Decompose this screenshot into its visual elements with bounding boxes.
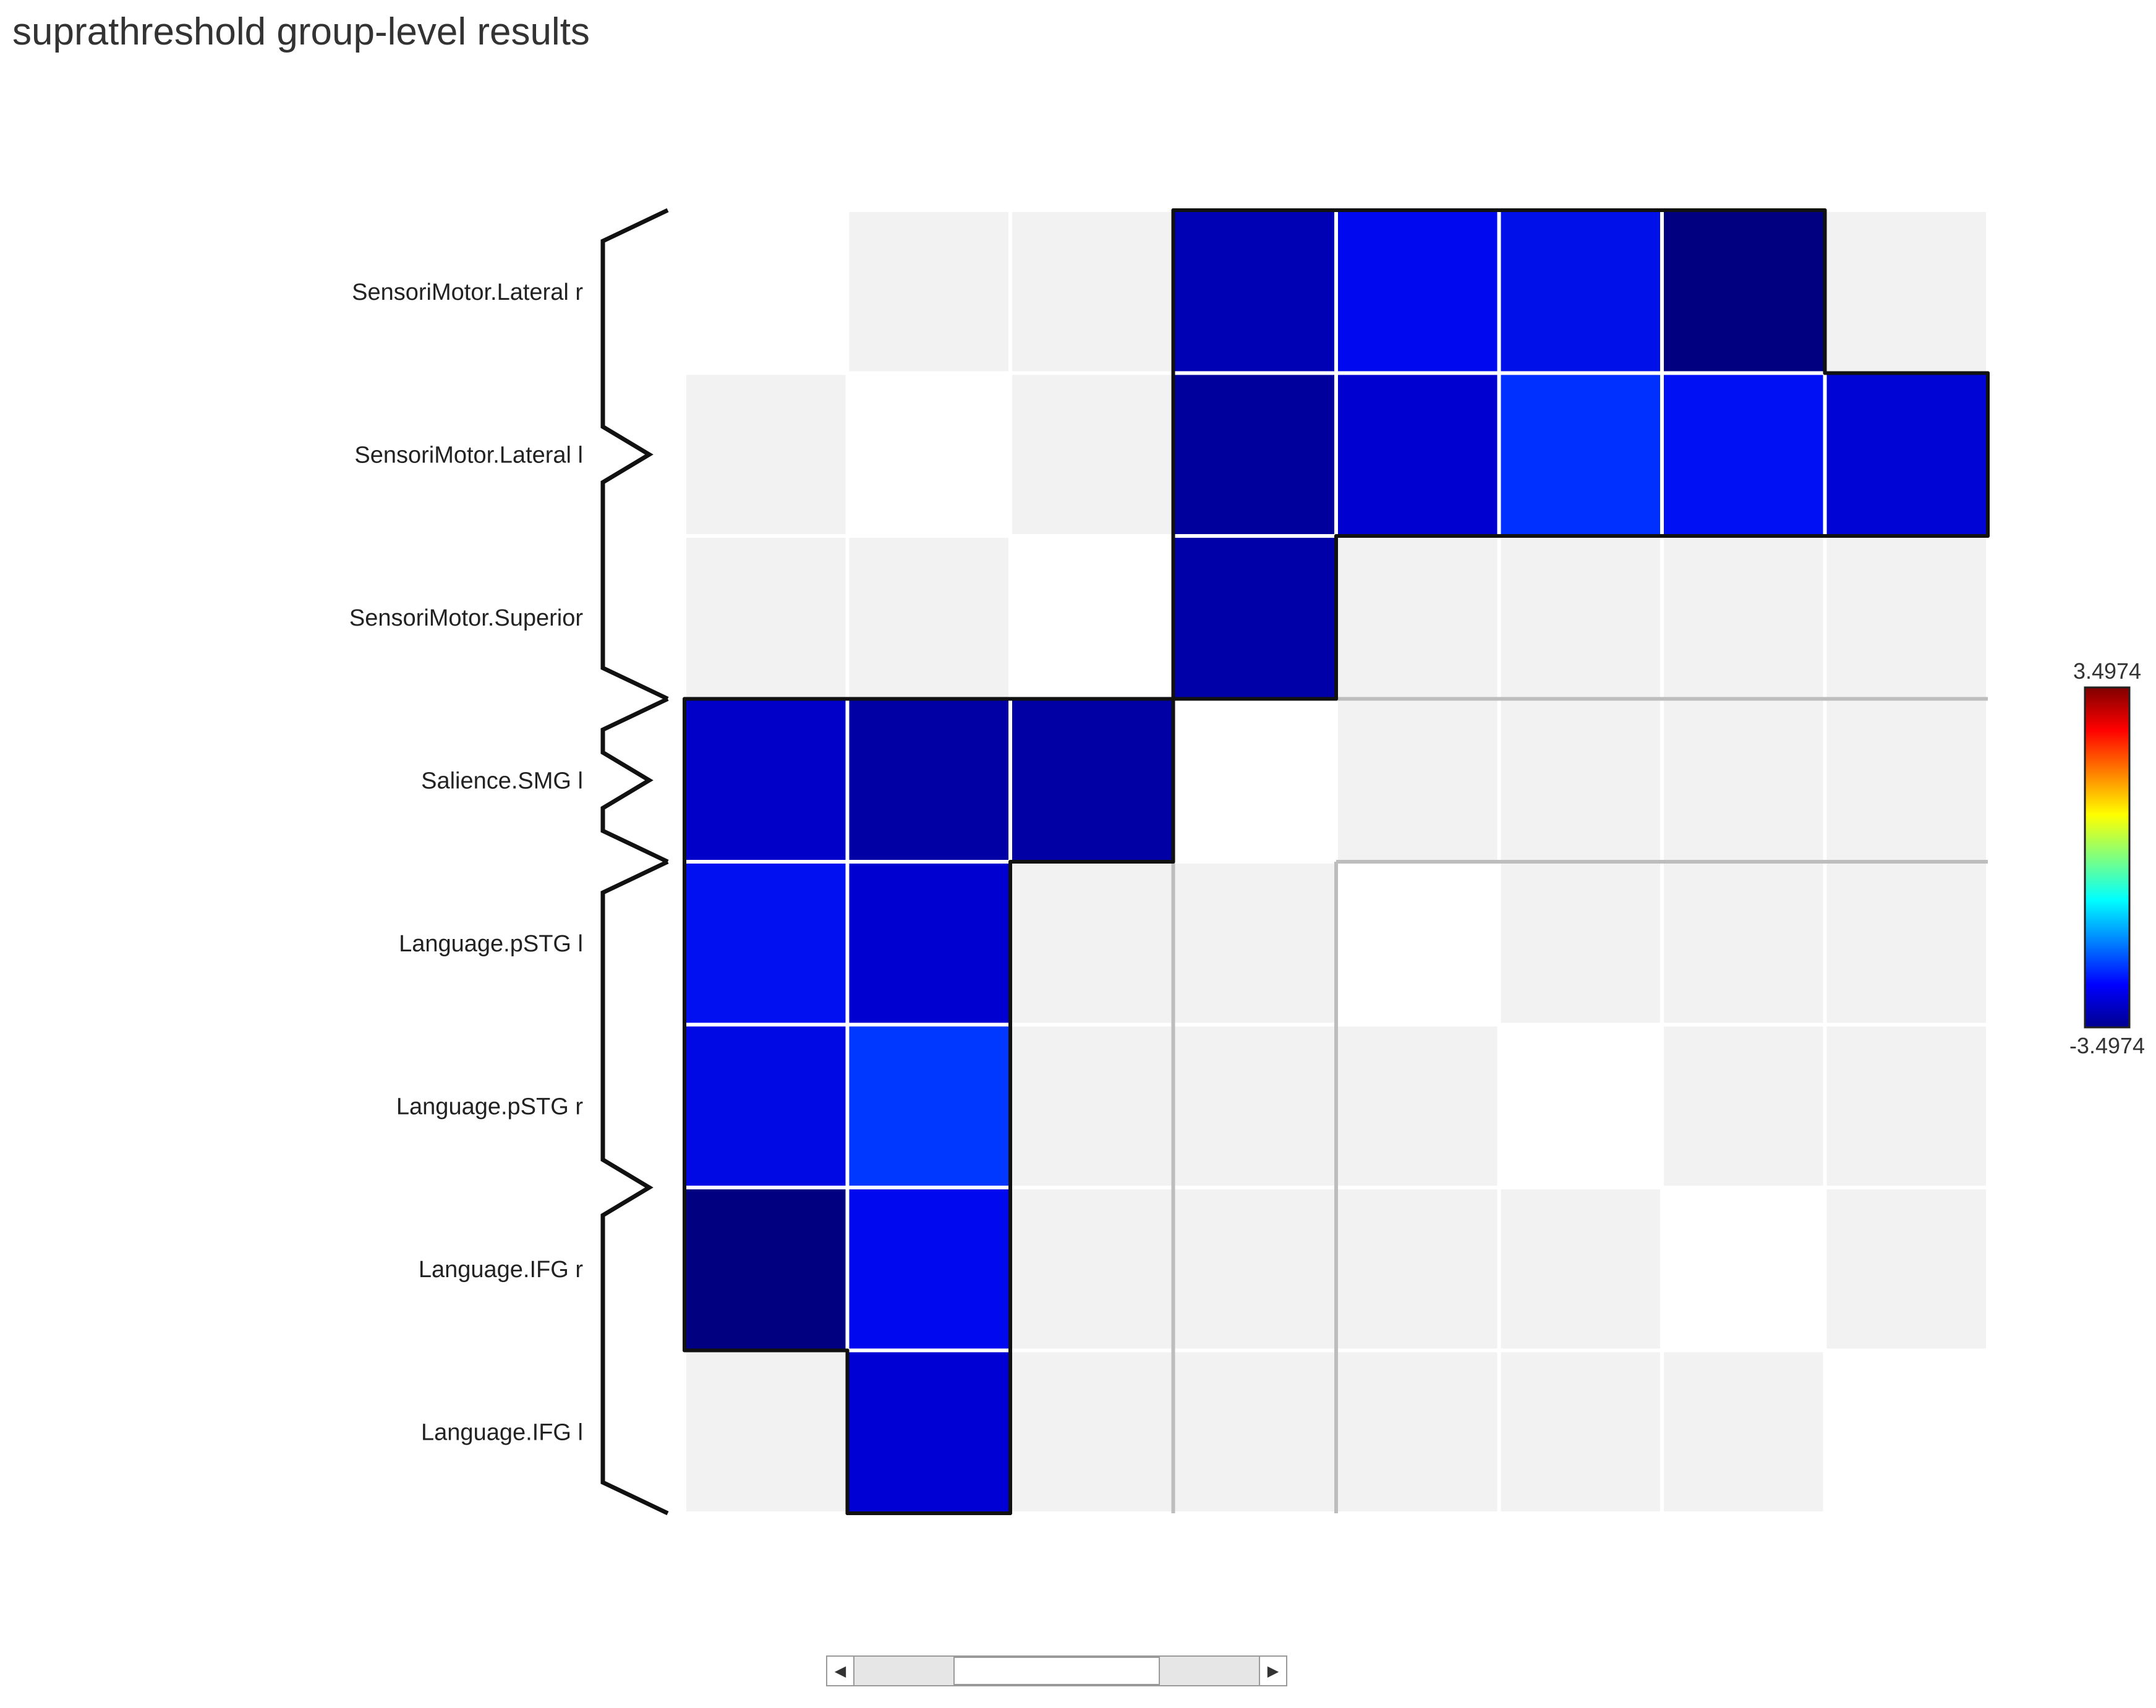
- significant-cell: [1334, 371, 1501, 538]
- significant-cell: [845, 1186, 1012, 1353]
- matrix-cell: [1008, 1348, 1175, 1515]
- matrix-cell: [1823, 697, 1990, 864]
- significant-cell: [683, 697, 850, 864]
- significant-cell: [1171, 534, 1338, 701]
- matrix-cell: [1171, 1186, 1338, 1353]
- group-brace: [600, 697, 669, 864]
- significant-cell: [845, 697, 1012, 864]
- cluster-outlines: [683, 208, 1990, 1515]
- matrix-cell: [1660, 1186, 1827, 1353]
- matrix-cell: [1008, 1186, 1175, 1353]
- matrix-cell: [683, 1348, 850, 1515]
- matrix-cell: [1660, 860, 1827, 1027]
- matrix-cell: [1497, 1348, 1664, 1515]
- matrix-cell: [1008, 208, 1175, 375]
- significant-cell: [845, 1348, 1012, 1515]
- matrix-cell: [1497, 534, 1664, 701]
- colorbar-max-label: 3.4974: [2073, 658, 2141, 684]
- colorbar: 3.4974 -3.4974: [2069, 658, 2145, 1058]
- matrix-cell: [1171, 697, 1338, 864]
- group-brace: [600, 859, 669, 1516]
- matrix-cell: [1334, 860, 1501, 1027]
- colorbar-gradient: [2084, 686, 2131, 1029]
- matrix-cell: [1823, 1186, 1990, 1353]
- roi-label: SensoriMotor.Superior: [349, 605, 583, 631]
- roi-label: Language.IFG l: [421, 1419, 583, 1445]
- significant-cell: [1334, 208, 1501, 375]
- matrix-cell: [1334, 1348, 1501, 1515]
- matrix-cell: [845, 371, 1012, 538]
- matrix-cell: [1823, 860, 1990, 1027]
- matrix-cell: [1008, 1022, 1175, 1189]
- scroll-left-arrow-icon[interactable]: ◀: [827, 1657, 854, 1685]
- matrix-cell: [1008, 371, 1175, 538]
- significant-cell: [1660, 371, 1827, 538]
- matrix-cell: [1008, 860, 1175, 1027]
- matrix-cell: [1171, 860, 1338, 1027]
- matrix-cell: [1171, 1022, 1338, 1189]
- roi-label: SensoriMotor.Lateral r: [352, 279, 583, 305]
- significant-cell: [845, 860, 1012, 1027]
- significant-cell: [1497, 208, 1664, 375]
- significant-cell: [1823, 371, 1990, 538]
- matrix-cell: [683, 534, 850, 701]
- scrollbar-trough[interactable]: [854, 1657, 1259, 1685]
- significant-cell: [845, 1022, 1012, 1189]
- roi-label: SensoriMotor.Lateral l: [354, 442, 583, 468]
- significant-cell: [1008, 697, 1175, 864]
- matrix-cell: [1823, 208, 1990, 375]
- group-braces: [600, 208, 669, 1516]
- horizontal-scrollbar[interactable]: ◀ ▶: [826, 1655, 1287, 1686]
- matrix-cell: [1334, 1186, 1501, 1353]
- significant-cell: [1497, 371, 1664, 538]
- matrix-cell: [845, 534, 1012, 701]
- matrix-cell: [1008, 534, 1175, 701]
- significant-cell: [683, 860, 850, 1027]
- matrix-cell: [1497, 860, 1664, 1027]
- scrollbar-thumb[interactable]: [953, 1657, 1160, 1685]
- matrix-cell: [1660, 697, 1827, 864]
- roi-label: Language.pSTG r: [396, 1094, 583, 1120]
- matrix-cell: [1334, 534, 1501, 701]
- roi-label: Salience.SMG l: [421, 768, 583, 794]
- matrix-cell: [1497, 1022, 1664, 1189]
- scroll-right-arrow-icon[interactable]: ▶: [1259, 1657, 1286, 1685]
- matrix-cell: [1497, 1186, 1664, 1353]
- matrix-cell: [1334, 697, 1501, 864]
- significant-cell: [1660, 208, 1827, 375]
- matrix-cell: [1660, 534, 1827, 701]
- matrix-cell: [1823, 1022, 1990, 1189]
- roi-label: Language.IFG r: [419, 1257, 584, 1283]
- significant-cell: [683, 1022, 850, 1189]
- matrix-cell: [1497, 697, 1664, 864]
- matrix-cell: [1660, 1022, 1827, 1189]
- roi-label: Language.pSTG l: [399, 931, 583, 957]
- matrix-cell: [845, 208, 1012, 375]
- significant-cell: [1171, 371, 1338, 538]
- matrix-cell: [1660, 1348, 1827, 1515]
- significant-cell: [1171, 208, 1338, 375]
- window-title: suprathreshold group-level results: [12, 11, 590, 53]
- matrix-cell: [683, 371, 850, 538]
- group-brace: [600, 208, 669, 701]
- matrix-cell: [1171, 1348, 1338, 1515]
- matrix-gridlines: [1171, 697, 1988, 1513]
- matrix-cell: [1823, 534, 1990, 701]
- colorbar-min-label: -3.4974: [2069, 1033, 2145, 1058]
- matrix-cell: [1334, 1022, 1501, 1189]
- significant-cell: [683, 1186, 850, 1353]
- roi-labels: SensoriMotor.Lateral r SensoriMotor.Later…: [349, 279, 583, 1446]
